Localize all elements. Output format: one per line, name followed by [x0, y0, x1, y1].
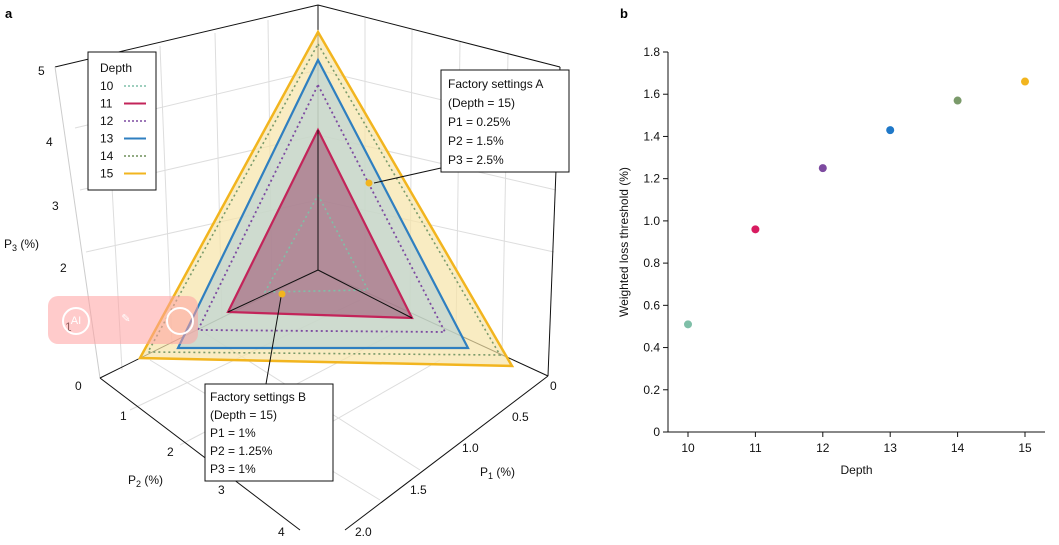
annotation-b-line: Factory settings B	[210, 390, 306, 404]
p2-tick: 2	[167, 445, 174, 459]
p2-tick: 0	[75, 379, 82, 393]
x-axis-label: Depth	[840, 463, 872, 477]
y-tick-label: 1.2	[643, 172, 660, 186]
p1-axis-label: P1 (%)	[480, 465, 515, 481]
annotation-a-line: Factory settings A	[448, 77, 543, 91]
annotation-a-line: (Depth = 15)	[448, 96, 515, 110]
circle-icon[interactable]	[166, 307, 194, 335]
annotation-factory-a: Factory settings A (Depth = 15) P1 = 0.2…	[365, 69, 570, 187]
x-tick-label: 14	[951, 441, 965, 455]
p1-tick: 1.0	[462, 441, 479, 455]
annotation-b-line: P2 = 1.25%	[210, 444, 273, 458]
legend-item-label: 12	[100, 114, 114, 128]
x-tick-label: 11	[749, 441, 762, 455]
p2-axis-label: P2 (%)	[128, 473, 163, 489]
inner-axes	[227, 130, 413, 319]
y-tick-label: 1.8	[643, 45, 660, 59]
factory-b-marker	[278, 290, 286, 298]
y-axis-label: Weighted loss threshold (%)	[617, 167, 631, 317]
p3-tick: 3	[52, 199, 59, 213]
legend-item-label: 15	[100, 167, 114, 181]
x-tick-label: 10	[681, 441, 695, 455]
legend-title: Depth	[100, 61, 132, 75]
x-tick-label: 15	[1018, 441, 1032, 455]
data-point	[751, 225, 760, 234]
svg-text:P1 (%): P1 (%)	[480, 465, 515, 481]
annotation-b-line: P3 = 1%	[210, 462, 256, 476]
region-depth-12	[196, 82, 447, 333]
legend-item-label: 14	[100, 149, 114, 163]
ai-icon[interactable]: AI	[62, 307, 90, 335]
y-tick-label: 0.8	[643, 256, 660, 270]
region-depth-10	[263, 193, 370, 293]
p2-tick: 4	[278, 525, 285, 539]
annotation-a-line: P1 = 0.25%	[448, 115, 511, 129]
y-tick-label: 0.2	[643, 383, 660, 397]
panel-b-label: b	[620, 6, 628, 21]
p3-tick: 2	[60, 261, 67, 275]
annotation-a-line: P3 = 2.5%	[448, 153, 504, 167]
scatter-plot: 0 0.2 0.4 0.6 0.8 1.0 1.2 1.4 1.6 1.8 10 11 12 13 14 1…	[617, 45, 1045, 477]
data-point	[684, 320, 692, 329]
p3-axis-label: P3 (%)	[4, 237, 39, 253]
svg-text:P3 (%): P3 (%)	[4, 237, 39, 253]
y-tick-label: 0.4	[643, 341, 660, 355]
annotation-b-box	[204, 383, 334, 482]
p1-tick-labels: 0 0.5 1.0 1.5 2.0	[355, 379, 557, 539]
p2-tick: 3	[218, 483, 225, 497]
factory-a-marker	[365, 179, 373, 187]
x-tick-label: 13	[884, 441, 898, 455]
y-tick-label: 0	[653, 425, 660, 439]
legend-item-label: 10	[100, 79, 114, 93]
region-depth-11	[226, 127, 414, 320]
p1-tick: 0.5	[512, 410, 529, 424]
y-tick-label: 0.6	[643, 298, 660, 312]
p1-tick: 2.0	[355, 525, 372, 539]
ternary-3d-plot: 5 4 3 2 1 P3 (%) 0 1 2 3 4 P2 (%) 0 0.5 …	[4, 4, 570, 539]
legend-item-label: 13	[100, 132, 114, 146]
y-tick-label: 1.4	[643, 129, 660, 143]
p2-tick-labels: 0 1 2 3 4	[75, 379, 285, 539]
svg-text:P2 (%): P2 (%)	[128, 473, 163, 489]
p1-tick: 1.5	[410, 483, 427, 497]
annotation-factory-b: Factory settings B (Depth = 15) P1 = 1% …	[204, 290, 334, 482]
legend: Depth 10 11 12 13 14 15	[87, 51, 157, 191]
annotation-b-arrow	[265, 296, 282, 385]
x-tick-label: 12	[816, 441, 830, 455]
data-point	[953, 96, 962, 105]
y-tick-label: 1.0	[643, 214, 660, 228]
annotation-b-line: P1 = 1%	[210, 426, 256, 440]
annotation-a-arrow	[373, 167, 442, 184]
region-depth-14	[146, 42, 502, 356]
data-point	[1021, 77, 1029, 86]
legend-item-label: 11	[100, 97, 113, 111]
p3-tick: 5	[38, 64, 45, 78]
p2-tick: 1	[120, 409, 127, 423]
y-tick-label: 1.6	[643, 87, 660, 101]
p3-tick: 4	[46, 135, 53, 149]
data-point	[886, 126, 895, 135]
data-point	[818, 164, 827, 173]
magic-wand-icon[interactable]: ✎	[121, 313, 131, 325]
panel-a-label: a	[5, 6, 13, 21]
annotation-b-line: (Depth = 15)	[210, 408, 277, 422]
p1-tick: 0	[550, 379, 557, 393]
annotation-a-box	[440, 69, 570, 173]
annotation-a-line: P2 = 1.5%	[448, 134, 504, 148]
